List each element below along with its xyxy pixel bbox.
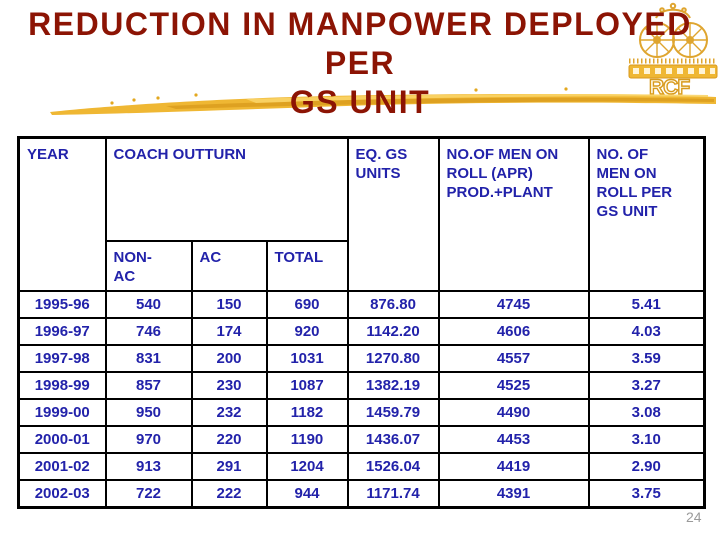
table-row: 2001-02 913 291 1204 1526.04 4419 2.90 [17,452,706,481]
cell-year: 1997-98 [17,344,107,373]
cell-men-per-gs-unit: 3.75 [587,479,706,509]
cell-non-ac: 746 [104,317,193,346]
cell-eq-gs-units: 1436.07 [346,425,440,454]
cell-eq-gs-units: 1142.20 [346,317,440,346]
cell-eq-gs-units: 1382.19 [346,371,440,400]
cell-men-per-gs-unit: 3.27 [587,371,706,400]
header-line: NON- [113,249,152,266]
cell-year: 2002-03 [17,479,107,509]
subheader-total: TOTAL [265,240,349,292]
header-men-per-gs-unit: NO. OF MEN ON ROLL PER GS UNIT [587,136,706,292]
cell-eq-gs-units: 1270.80 [346,344,440,373]
table-row: 1996-97 746 174 920 1142.20 4606 4.03 [17,317,706,346]
cell-year: 1996-97 [17,317,107,346]
header-year: YEAR [17,136,107,292]
manpower-table: YEAR COACH OUTTURN EQ. GS UNITS NO.OF ME… [17,136,707,509]
cell-men-per-gs-unit: 3.08 [587,398,706,427]
cell-total: 920 [265,317,349,346]
cell-total: 1182 [265,398,349,427]
header-eq-gs-units: EQ. GS UNITS [346,136,440,292]
rcf-logo: RCF [628,2,718,96]
cell-men-per-gs-unit: 5.41 [587,290,706,319]
cell-men-on-roll: 4525 [437,371,590,400]
crown-icon [655,2,691,19]
cell-men-per-gs-unit: 4.03 [587,317,706,346]
cell-eq-gs-units: 1171.74 [346,479,440,509]
cell-men-per-gs-unit: 2.90 [587,452,706,481]
header-line: UNITS [355,165,401,182]
cell-ac: 220 [190,425,268,454]
table-row: 1998-99 857 230 1087 1382.19 4525 3.27 [17,371,706,400]
cell-men-on-roll: 4419 [437,452,590,481]
table-row: 1995-96 540 150 690 876.80 4745 5.41 [17,290,706,319]
cell-men-on-roll: 4606 [437,317,590,346]
cell-ac: 230 [190,371,268,400]
cell-ac: 150 [190,290,268,319]
cell-non-ac: 857 [104,371,193,400]
cell-men-on-roll: 4391 [437,479,590,509]
subheader-non-ac: NON- AC [104,240,193,292]
cell-eq-gs-units: 1526.04 [346,452,440,481]
cell-men-on-roll: 4745 [437,290,590,319]
cell-men-on-roll: 4557 [437,344,590,373]
cell-non-ac: 540 [104,290,193,319]
cell-men-on-roll: 4453 [437,425,590,454]
cell-eq-gs-units: 1459.79 [346,398,440,427]
cell-year: 1998-99 [17,371,107,400]
page-number: 24 [686,509,702,525]
header-line: NO. OF [596,146,649,163]
cell-men-per-gs-unit: 3.59 [587,344,706,373]
rcf-monogram: RCF [649,76,690,96]
header-line: NO.OF MEN ON [446,146,559,163]
cell-men-per-gs-unit: 3.10 [587,425,706,454]
header-coach-outturn: COACH OUTTURN [104,136,349,242]
cell-year: 1995-96 [17,290,107,319]
header-line: MEN ON [596,165,657,182]
cell-total: 1190 [265,425,349,454]
cell-ac: 200 [190,344,268,373]
coach-icon [628,58,718,79]
header-line: AC [113,268,136,285]
header-line: ROLL (APR) [446,165,533,182]
cell-ac: 232 [190,398,268,427]
cell-non-ac: 913 [104,452,193,481]
gold-brush-stroke-icon [50,87,716,115]
header-line: PROD.+PLANT [446,184,553,201]
slide-title: REDUCTION IN MANPOWER DEPLOYED PER GS UN… [0,5,720,122]
cell-total: 1204 [265,452,349,481]
table-subheader-row: NON- AC AC TOTAL [19,240,705,292]
table-row: 1999-00 950 232 1182 1459.79 4490 3.08 [17,398,706,427]
header-line: EQ. GS [355,146,408,163]
header-line: GS UNIT [596,203,658,220]
cell-total: 690 [265,290,349,319]
cell-non-ac: 831 [104,344,193,373]
header-men-on-roll: NO.OF MEN ON ROLL (APR) PROD.+PLANT [437,136,590,292]
header-line: ROLL PER [596,184,673,201]
cell-non-ac: 950 [104,398,193,427]
cell-year: 2000-01 [17,425,107,454]
title-line-2: GS UNIT [289,84,431,120]
coach-wheel-icon [672,22,708,58]
cell-non-ac: 722 [104,479,193,509]
subheader-ac: AC [190,240,268,292]
cell-ac: 222 [190,479,268,509]
cell-ac: 174 [190,317,268,346]
cell-total: 1087 [265,371,349,400]
cell-year: 2001-02 [17,452,107,481]
cell-eq-gs-units: 876.80 [346,290,440,319]
cell-total: 944 [265,479,349,509]
cell-year: 1999-00 [17,398,107,427]
cell-total: 1031 [265,344,349,373]
table-row: 1997-98 831 200 1031 1270.80 4557 3.59 [17,344,706,373]
cell-non-ac: 970 [104,425,193,454]
cell-ac: 291 [190,452,268,481]
table-row: 2000-01 970 220 1190 1436.07 4453 3.10 [17,425,706,454]
table-header-row: YEAR COACH OUTTURN EQ. GS UNITS NO.OF ME… [17,136,706,292]
cell-men-on-roll: 4490 [437,398,590,427]
table-row: 2002-03 722 222 944 1171.74 4391 3.75 [17,479,706,509]
title-line-1: REDUCTION IN MANPOWER DEPLOYED PER [28,6,692,81]
